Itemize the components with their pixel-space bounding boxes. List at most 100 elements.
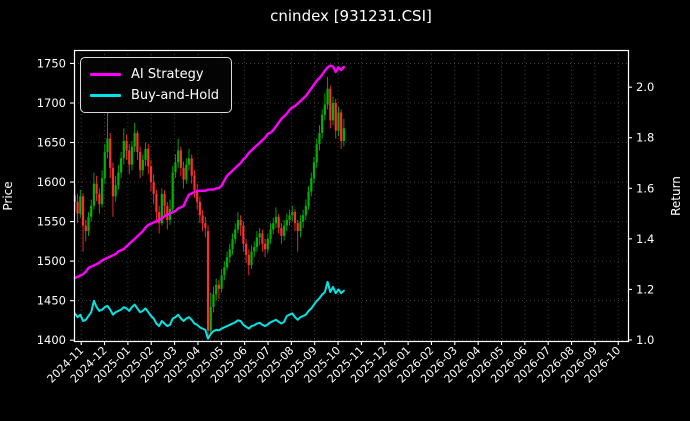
legend-item-ai-strategy: AI Strategy: [90, 64, 219, 85]
candlestick: [198, 196, 201, 224]
price-tick-label: 1450: [37, 294, 66, 308]
candlestick: [149, 159, 153, 192]
y-axis-label-price: Price: [1, 181, 15, 211]
return-tick-label: 1.4: [636, 232, 654, 246]
candlestick: [163, 189, 166, 216]
plot-border: [73, 49, 630, 343]
legend: AI Strategy Buy-and-Hold: [80, 57, 233, 113]
candlestick: [236, 212, 240, 234]
candlestick: [84, 220, 87, 242]
candlestick: [187, 148, 191, 171]
price-tick-label: 1550: [37, 215, 66, 229]
candlestick: [228, 243, 231, 263]
candlestick: [111, 162, 115, 217]
candlestick: [92, 172, 96, 210]
candlestick: [223, 261, 226, 281]
ai-strategy-swatch: [90, 73, 121, 76]
candlestick: [277, 213, 280, 234]
legend-label-ai-strategy: AI Strategy: [131, 67, 204, 82]
price-tick-label: 1400: [37, 333, 66, 347]
candlestick: [201, 209, 204, 232]
return-tick-label: 2.0: [636, 80, 654, 94]
candlestick: [171, 166, 174, 214]
buy-and-hold-line: [73, 280, 345, 340]
candlestick: [177, 138, 180, 168]
candlestick: [122, 128, 125, 165]
candlestick: [98, 188, 101, 214]
return-tick-label: 1.0: [636, 333, 654, 347]
candlestick: [182, 161, 185, 189]
candlestick: [250, 245, 253, 270]
candlestick: [318, 125, 321, 151]
candlestick: [141, 154, 144, 176]
candlestick: [117, 164, 120, 190]
candlestick: [247, 249, 250, 276]
candlestick-series: [73, 76, 345, 337]
ai-strategy-line: [73, 64, 346, 280]
candlestick: [334, 99, 337, 139]
candlestick: [299, 215, 302, 238]
candlestick: [239, 215, 242, 236]
price-tick-label: 1700: [37, 96, 66, 110]
candlestick: [310, 172, 313, 197]
candlestick: [217, 280, 221, 300]
candlestick: [79, 189, 82, 218]
candlestick: [293, 208, 297, 232]
price-tick-label: 1650: [37, 136, 66, 150]
candlestick: [130, 140, 134, 171]
candlestick: [139, 146, 142, 179]
candlestick: [119, 152, 123, 179]
candlestick: [337, 106, 340, 137]
candlestick: [342, 118, 345, 147]
candlestick: [125, 134, 128, 160]
candlestick: [329, 85, 332, 129]
candlestick: [215, 278, 218, 301]
candlestick: [225, 251, 229, 271]
candlestick: [209, 292, 212, 336]
candlestick: [133, 122, 136, 153]
candlestick: [315, 138, 318, 168]
candlestick: [266, 233, 269, 254]
y-axis-label-return: Return: [669, 176, 683, 216]
candlestick: [321, 109, 324, 139]
candlestick: [244, 238, 248, 263]
candlestick: [326, 76, 329, 110]
candlestick: [179, 146, 182, 176]
return-tick-label: 1.6: [636, 181, 654, 195]
candlestick: [291, 205, 294, 222]
candlestick: [304, 199, 307, 221]
candlestick: [340, 109, 343, 149]
candlestick: [100, 170, 104, 208]
return-tick-label: 1.2: [636, 282, 654, 296]
candlestick: [274, 207, 278, 228]
candlestick: [269, 223, 272, 244]
legend-label-buy-and-hold: Buy-and-Hold: [131, 88, 220, 103]
candlestick: [253, 241, 256, 258]
candlestick: [106, 112, 109, 159]
candlestick: [231, 233, 234, 255]
candlestick: [103, 144, 106, 184]
candlestick: [307, 186, 310, 210]
candlestick: [87, 212, 90, 236]
chart-title: cnindex [931231.CSI]: [270, 7, 432, 25]
candlestick: [212, 286, 215, 313]
candlestick: [95, 175, 98, 202]
candlestick: [204, 216, 207, 238]
candlestick: [296, 220, 299, 252]
candlestick: [90, 199, 93, 222]
candlestick: [258, 227, 261, 246]
candlestick: [302, 209, 305, 228]
return-tick-label: 1.8: [636, 131, 654, 145]
candlestick: [136, 130, 139, 160]
candlestick: [174, 154, 177, 179]
candlestick: [190, 154, 193, 184]
candlestick: [128, 144, 131, 175]
candlestick: [109, 133, 112, 179]
candlestick: [185, 158, 188, 184]
legend-item-buy-and-hold: Buy-and-Hold: [90, 85, 219, 106]
candlestick: [76, 193, 79, 224]
tick-marks: [70, 62, 632, 345]
candlestick: [255, 231, 259, 252]
